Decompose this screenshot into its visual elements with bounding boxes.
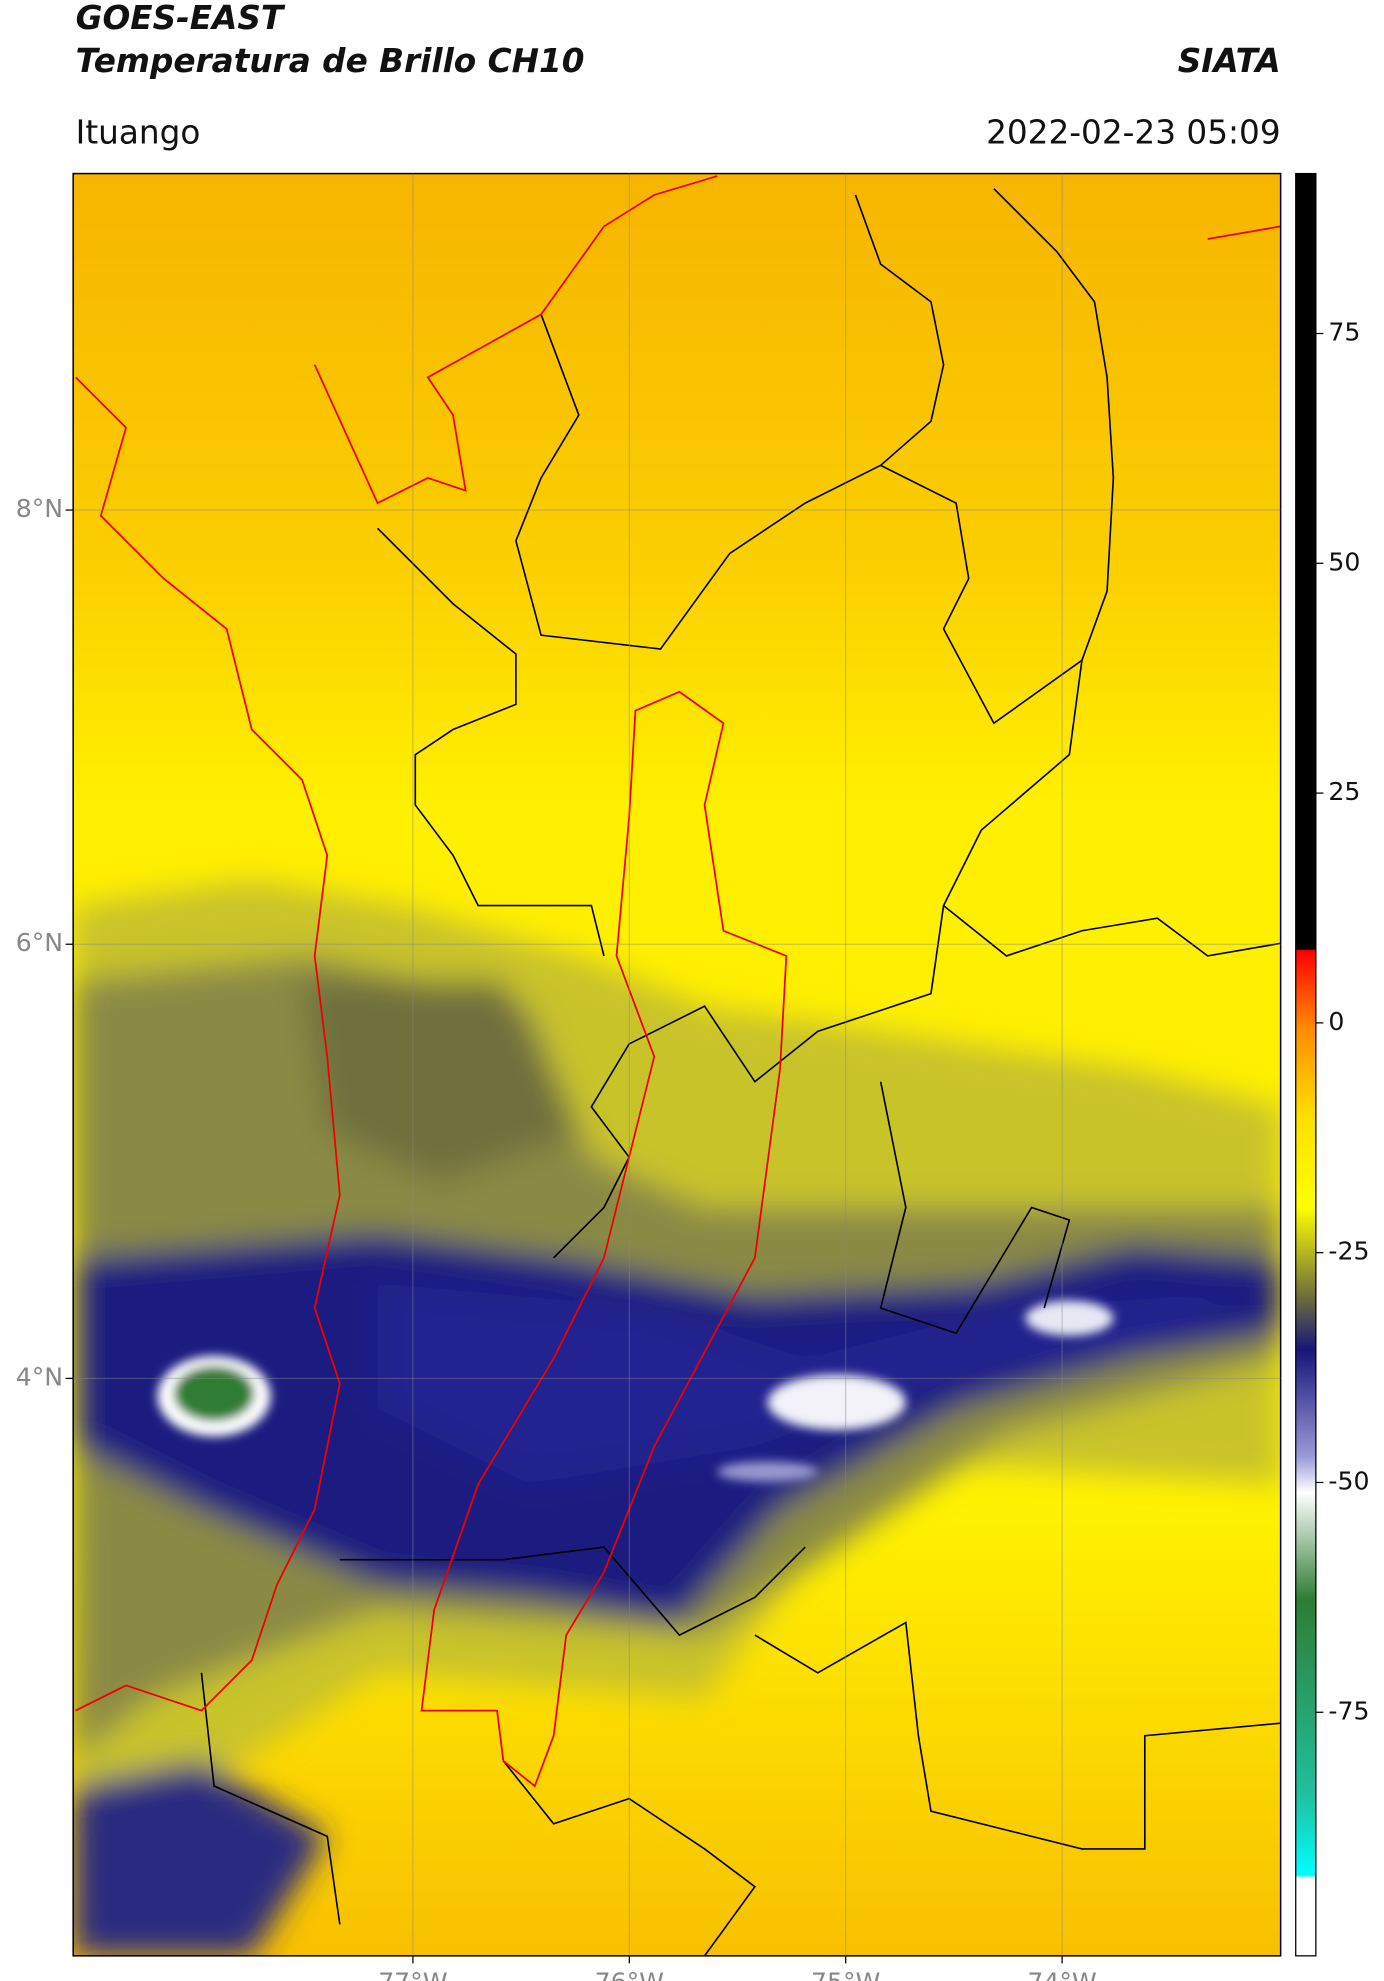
map (73, 173, 1281, 1956)
colorbar-tick-label: 25 (1328, 777, 1360, 806)
colorbar-tick-label: 0 (1328, 1007, 1344, 1036)
date: 2022-02-23 05:09 (986, 114, 1281, 152)
colorbar-tick-label: -50 (1328, 1466, 1369, 1495)
y-tick-label: 6°N (16, 928, 63, 957)
title: GOES-EAST (76, 0, 286, 37)
y-tick-label: 8°N (16, 494, 63, 523)
y-tick-label: 4°N (16, 1362, 63, 1391)
x-tick-label: 74°W (1027, 1968, 1097, 1981)
x-tick-label: 77°W (378, 1968, 448, 1981)
x-tick-label: 75°W (811, 1968, 881, 1981)
cold-tops (157, 1300, 1114, 1482)
map-frame (72, 172, 1282, 1957)
colorbar-tick-label: 50 (1328, 547, 1360, 576)
source: SIATA (1178, 42, 1281, 80)
subtitle: Temperatura de Brillo CH10 (76, 42, 585, 80)
borders (200, 188, 1281, 1956)
colorbar-tick-label: 75 (1328, 318, 1360, 347)
colorbar-tick-label: -25 (1328, 1237, 1369, 1266)
colorbar (1295, 172, 1317, 1957)
colorbar-tick-label: -75 (1328, 1696, 1369, 1725)
location: Ituango (76, 114, 201, 152)
x-tick-label: 76°W (595, 1968, 665, 1981)
